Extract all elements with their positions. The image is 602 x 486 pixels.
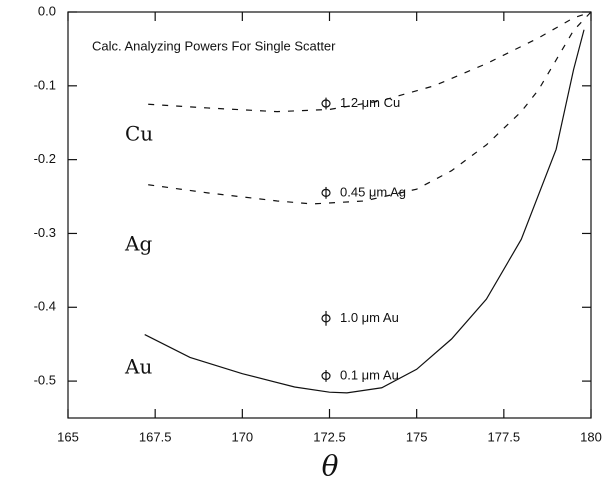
data-point [321, 188, 331, 197]
series-label: Ag [124, 232, 152, 256]
y-tick-label: -0.4 [34, 299, 56, 314]
x-tick-label: 172.5 [313, 429, 346, 444]
y-tick-label: -0.1 [34, 77, 56, 92]
point-label: 1.2 μm Cu [340, 95, 400, 110]
x-tick-label: 180 [580, 429, 602, 444]
x-axis-label: θ [322, 450, 339, 483]
x-tick-label: 175 [406, 429, 428, 444]
data-point [321, 99, 331, 108]
y-tick-label: -0.2 [34, 151, 56, 166]
x-tick-label: 165 [57, 429, 79, 444]
series-line [144, 29, 585, 394]
x-tick-label: 167.5 [139, 429, 172, 444]
y-tick-label: 0.0 [38, 3, 56, 18]
series-label: Cu [125, 122, 153, 146]
series-line [148, 11, 592, 113]
x-tick-label: 177.5 [488, 429, 521, 444]
chart-title: Calc. Analyzing Powers For Single Scatte… [92, 38, 336, 53]
x-tick-label: 170 [231, 429, 253, 444]
series-label: Au [124, 355, 152, 379]
point-label: 0.1 μm Au [340, 367, 399, 382]
data-point [321, 371, 331, 381]
y-tick-label: -0.3 [34, 225, 56, 240]
point-label: 1.0 μm Au [340, 310, 399, 325]
y-tick-label: -0.5 [34, 373, 56, 388]
point-label: 0.45 μm Ag [340, 184, 406, 199]
data-point [321, 314, 331, 323]
